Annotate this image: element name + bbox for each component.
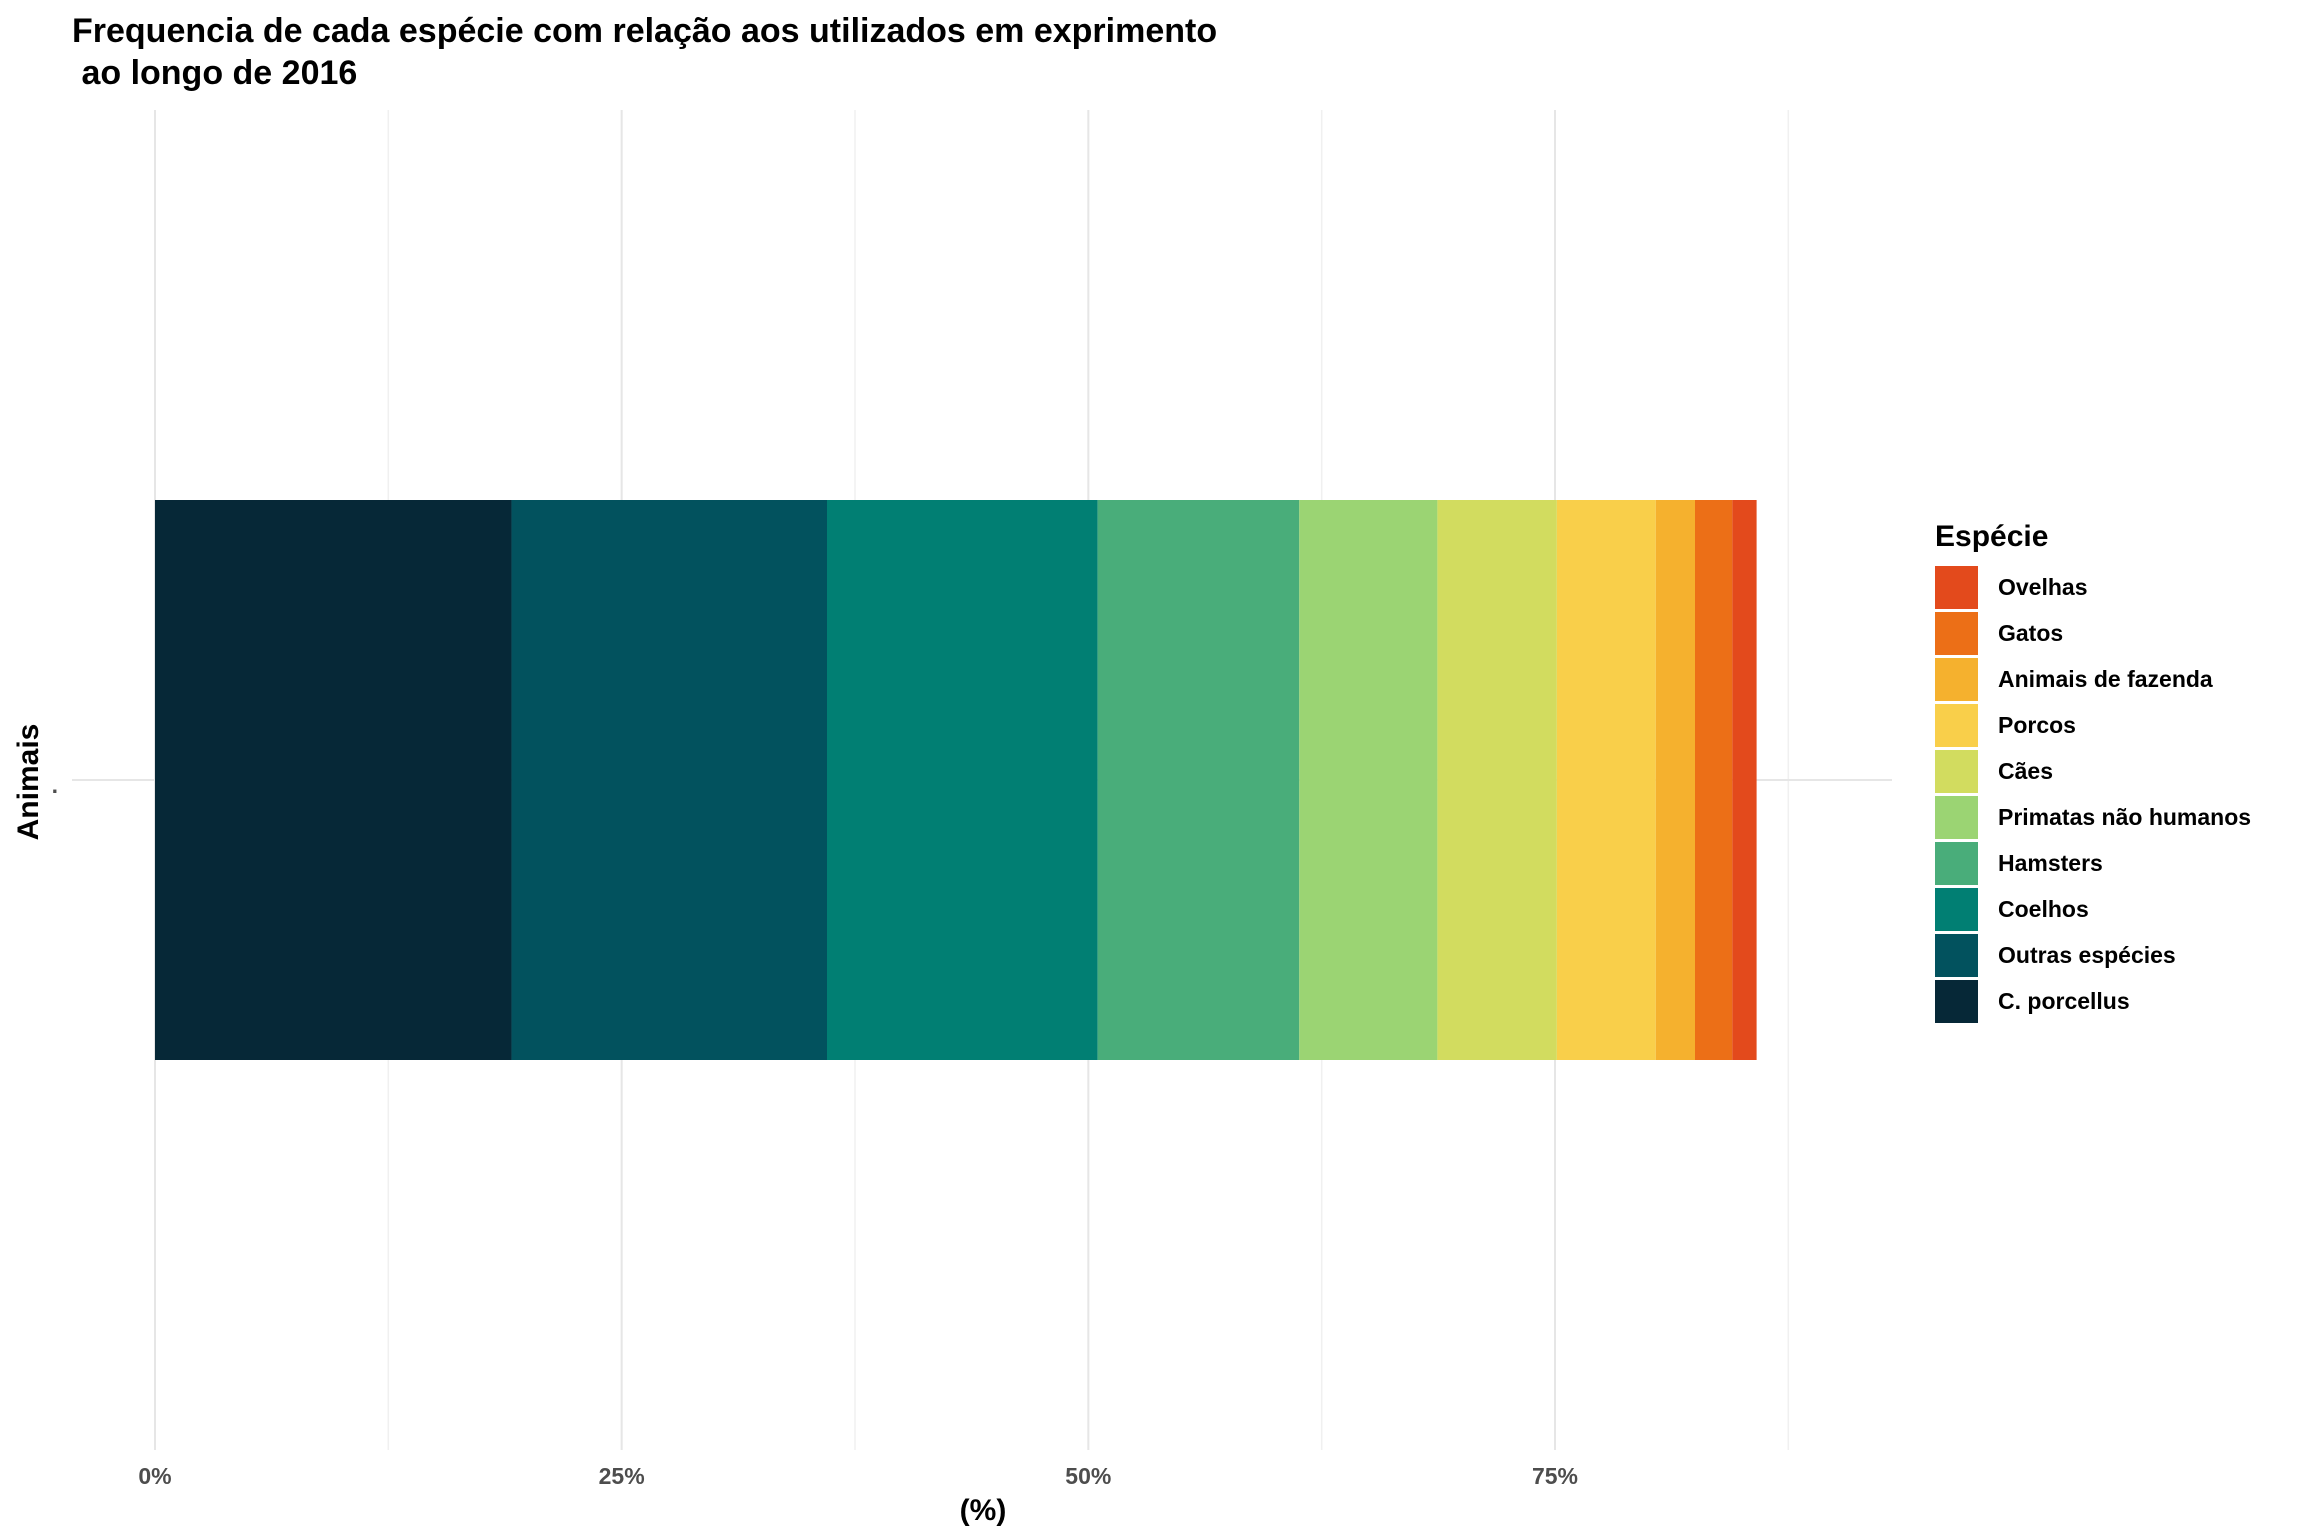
x-axis-title: (%) <box>960 1494 1007 1527</box>
bar-stack <box>155 500 1757 1060</box>
legend-item: Coelhos <box>1935 886 2251 932</box>
legend-label: Coelhos <box>1998 895 2089 922</box>
legend-label: Primatas não humanos <box>1998 803 2252 830</box>
legend-item: Gatos <box>1935 610 2251 656</box>
y-tick-label: . <box>52 772 58 798</box>
legend-swatch <box>1935 933 1978 977</box>
legend-swatch <box>1935 979 1978 1023</box>
legend-item: Porcos <box>1935 702 2251 748</box>
bar-segment-hamsters <box>1097 500 1300 1060</box>
legend-swatch <box>1935 795 1978 839</box>
bar-segment-porcos <box>1556 500 1656 1060</box>
bar-segment-ovelhas <box>1732 500 1757 1060</box>
bar-segment-c-porcellus <box>155 500 512 1060</box>
legend-item: C. porcellus <box>1935 978 2251 1024</box>
bar-segment-coelhos <box>827 500 1098 1060</box>
legend-label: Outras espécies <box>1998 941 2176 968</box>
legend: Espécie Ovelhas Gatos Animais de fazenda Po… <box>1935 520 2251 1024</box>
legend-item: Outras espécies <box>1935 932 2251 978</box>
legend-label: Gatos <box>1998 619 2064 646</box>
legend-label: Hamsters <box>1998 849 2103 876</box>
bar-segment-c-es <box>1437 500 1557 1060</box>
legend-swatch <box>1935 749 1978 793</box>
legend-item: Animais de fazenda <box>1935 656 2251 702</box>
legend-label: Cães <box>1998 757 2053 784</box>
x-tick-label: 25% <box>599 1463 645 1489</box>
bar-segment-primatas-n-o-humanos <box>1299 500 1438 1060</box>
legend-swatch <box>1935 887 1978 931</box>
bar-segment-animais-de-fazenda <box>1655 500 1695 1060</box>
x-tick-label: 0% <box>138 1463 171 1489</box>
legend-label: Animais de fazenda <box>1998 665 2213 692</box>
bar-segment-outras-esp-cies <box>511 500 827 1060</box>
legend-item: Cães <box>1935 748 2251 794</box>
legend-label: C. porcellus <box>1998 987 2130 1014</box>
legend-swatch <box>1935 657 1978 701</box>
legend-swatch <box>1935 565 1978 609</box>
x-axis-ticks: 0% 25% 50% 75% <box>138 1463 1578 1489</box>
legend-swatch <box>1935 611 1978 655</box>
y-axis-title: Animais <box>12 724 45 841</box>
legend-item: Ovelhas <box>1935 564 2251 610</box>
legend-swatch <box>1935 841 1978 885</box>
legend-swatch <box>1935 703 1978 747</box>
legend-label: Ovelhas <box>1998 573 2088 600</box>
legend-item: Hamsters <box>1935 840 2251 886</box>
bar-segment-gatos <box>1695 500 1733 1060</box>
legend-title: Espécie <box>1935 520 2049 553</box>
legend-label: Porcos <box>1998 711 2076 738</box>
x-tick-label: 50% <box>1065 1463 1111 1489</box>
legend-items: Ovelhas Gatos Animais de fazenda Porcos Cães… <box>1935 564 2251 1024</box>
legend-item: Primatas não humanos <box>1935 794 2251 840</box>
x-tick-label: 75% <box>1532 1463 1578 1489</box>
chart-title: Frequencia de cada espécie com relação a… <box>72 12 1218 92</box>
